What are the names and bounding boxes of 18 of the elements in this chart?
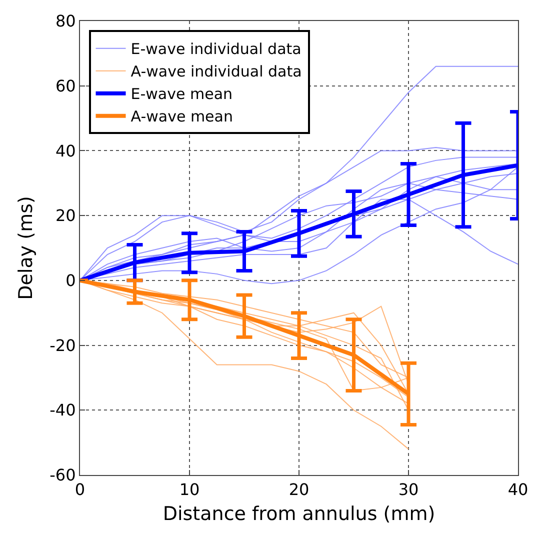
x-tick-label: 10: [179, 480, 200, 500]
legend-label: A-wave mean: [130, 108, 233, 126]
y-tick-label: 0: [66, 271, 76, 290]
legend-label: A-wave individual data: [130, 62, 302, 81]
y-tick-label: -20: [50, 336, 76, 355]
y-axis-title: Delay (ms): [15, 196, 37, 300]
x-tick-label: 20: [288, 480, 310, 500]
y-tick-label: -40: [50, 400, 76, 420]
y-tick-label: -60: [50, 466, 76, 485]
x-axis-title: Distance from annulus (mm): [162, 503, 436, 525]
y-tick-label: 60: [55, 76, 76, 96]
y-tick-label: 80: [55, 12, 76, 31]
legend-label: E-wave individual data: [130, 40, 302, 58]
y-tick-label: 40: [55, 141, 76, 160]
y-tick-label: 20: [55, 206, 76, 226]
x-tick-label: 40: [508, 480, 528, 500]
x-tick-label: 30: [398, 480, 419, 500]
legend-label: E-wave mean: [130, 85, 233, 104]
